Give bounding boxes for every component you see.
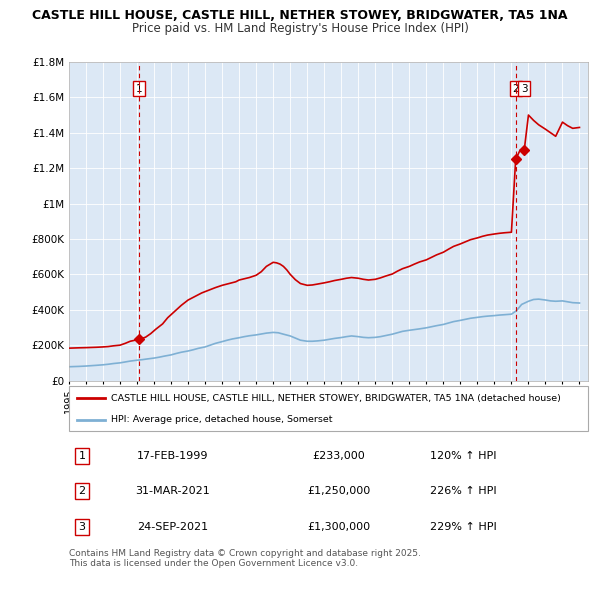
Text: 2: 2 [79,486,86,496]
Text: 229% ↑ HPI: 229% ↑ HPI [430,522,497,532]
Text: Price paid vs. HM Land Registry's House Price Index (HPI): Price paid vs. HM Land Registry's House … [131,22,469,35]
Text: 3: 3 [79,522,85,532]
Text: 3: 3 [521,84,527,93]
Text: £233,000: £233,000 [313,451,365,461]
Text: HPI: Average price, detached house, Somerset: HPI: Average price, detached house, Some… [110,415,332,424]
Text: 24-SEP-2021: 24-SEP-2021 [137,522,208,532]
Text: 226% ↑ HPI: 226% ↑ HPI [430,486,497,496]
Text: £1,250,000: £1,250,000 [307,486,371,496]
Text: 1: 1 [79,451,85,461]
Text: 1: 1 [136,84,142,93]
Text: 31-MAR-2021: 31-MAR-2021 [136,486,210,496]
Text: 120% ↑ HPI: 120% ↑ HPI [430,451,497,461]
Text: £1,300,000: £1,300,000 [307,522,370,532]
Text: 17-FEB-1999: 17-FEB-1999 [137,451,209,461]
Text: Contains HM Land Registry data © Crown copyright and database right 2025.
This d: Contains HM Land Registry data © Crown c… [69,549,421,568]
Text: CASTLE HILL HOUSE, CASTLE HILL, NETHER STOWEY, BRIDGWATER, TA5 1NA: CASTLE HILL HOUSE, CASTLE HILL, NETHER S… [32,9,568,22]
Text: 2: 2 [512,84,519,93]
Text: CASTLE HILL HOUSE, CASTLE HILL, NETHER STOWEY, BRIDGWATER, TA5 1NA (detached hou: CASTLE HILL HOUSE, CASTLE HILL, NETHER S… [110,394,560,403]
